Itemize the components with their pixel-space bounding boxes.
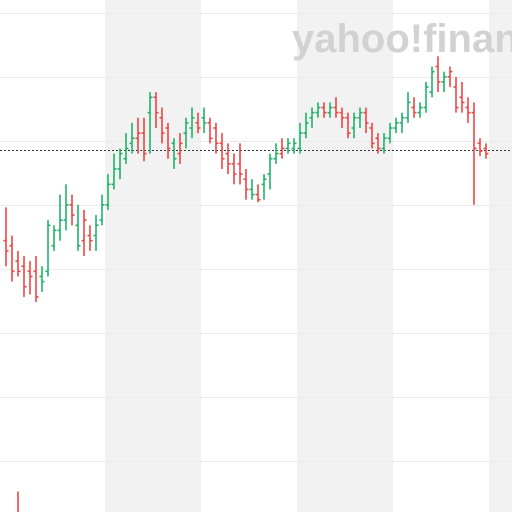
- ohlc-bar: [333, 97, 339, 118]
- ohlc-bar: [267, 153, 273, 190]
- shaded-band: [105, 0, 201, 512]
- ohlc-bar: [57, 194, 63, 241]
- ohlc-bar: [459, 81, 465, 113]
- ohlc-bar: [345, 112, 351, 139]
- ohlc-bar: [465, 97, 471, 123]
- ohlc-bar: [399, 112, 405, 134]
- ohlc-bar: [357, 107, 363, 128]
- ohlc-bar: [243, 168, 249, 200]
- ohlc-bar: [351, 112, 357, 139]
- ohlc-bar: [207, 117, 213, 144]
- shaded-bands: [105, 0, 512, 512]
- ohlc-bar: [39, 266, 45, 292]
- ohlc-bar: [147, 92, 153, 154]
- ohlc-bar: [165, 122, 171, 159]
- ohlc-bar: [213, 122, 219, 154]
- ohlc-bar: [309, 107, 315, 128]
- shaded-band: [489, 0, 512, 512]
- ohlc-bars: [3, 56, 489, 512]
- ohlc-bar: [231, 153, 237, 185]
- shaded-band: [297, 0, 393, 512]
- ohlc-bar: [291, 138, 297, 154]
- ohlc-bar: [75, 204, 81, 251]
- ohlc-bar: [381, 133, 387, 154]
- ohlc-bar: [315, 102, 321, 118]
- ohlc-bar: [159, 107, 165, 144]
- ohlc-bar: [423, 81, 429, 113]
- ohlc-bar: [225, 143, 231, 175]
- ohlc-bar: [219, 133, 225, 169]
- ohlc-bar: [111, 153, 117, 190]
- ohlc-bar: [195, 112, 201, 134]
- ohlc-bar: [261, 174, 267, 200]
- ohlc-bar: [3, 207, 9, 267]
- gridlines: [0, 13, 512, 462]
- ohlc-bar: [123, 133, 129, 164]
- ohlc-bar: [447, 66, 453, 88]
- ohlc-bar: [81, 209, 87, 256]
- ohlc-bar: [387, 122, 393, 144]
- ohlc-bar: [417, 102, 423, 118]
- ohlc-bar: [393, 117, 399, 134]
- ohlc-bar: [237, 143, 243, 185]
- ohlc-bar: [297, 122, 303, 154]
- ohlc-bar: [477, 138, 483, 157]
- ohlc-bar: [429, 66, 435, 98]
- ohlc-bar: [171, 138, 177, 169]
- ohlc-bar: [339, 107, 345, 128]
- ohlc-bar: [9, 235, 15, 282]
- ohlc-bar: [51, 225, 57, 251]
- ohlc-bar: [177, 133, 183, 164]
- ohlc-bar: [369, 122, 375, 149]
- ohlc-bar: [135, 117, 141, 154]
- ohlc-bar: [27, 261, 33, 295]
- ohlc-bar: [153, 92, 159, 128]
- ohlc-bar: [471, 102, 477, 205]
- ohlc-bar: [141, 117, 147, 162]
- ohlc-bar: [63, 184, 69, 231]
- ohlc-bar: [33, 256, 39, 303]
- ohlc-bar: [69, 194, 75, 226]
- ohlc-bar: [285, 138, 291, 154]
- ohlc-bar: [405, 92, 411, 123]
- ohlc-bar: [129, 122, 135, 154]
- ohlc-bar: [15, 250, 21, 277]
- ohlc-bar: [189, 107, 195, 139]
- ohlc-bar: [453, 76, 459, 113]
- ohlc-bar: [249, 179, 255, 200]
- ohlc-bar: [483, 143, 489, 159]
- watermark-logo: yahoo!finance: [292, 17, 512, 61]
- ohlc-bar: [303, 112, 309, 139]
- ohlc-bar: [327, 102, 333, 118]
- ohlc-bar: [255, 184, 261, 203]
- ohlc-bar: [183, 117, 189, 149]
- ohlc-bar: [279, 138, 285, 159]
- ohlc-bar: [411, 97, 417, 118]
- ohlc-bar: [321, 102, 327, 118]
- ohlc-bar: [201, 107, 207, 134]
- ohlc-bar: [363, 107, 369, 134]
- ohlc-bar: [21, 256, 27, 297]
- ohlc-bar: [375, 133, 381, 154]
- ohlc-bar: [273, 143, 279, 164]
- ohlc-bar: [99, 194, 105, 226]
- ohlc-bar: [45, 220, 51, 277]
- ohlc-bar: [87, 225, 93, 251]
- ohlc-bar: [117, 148, 123, 180]
- ohlc-bar: [435, 56, 441, 93]
- ohlc-bar: [441, 71, 447, 93]
- ohlc-bar: [105, 174, 111, 210]
- ohlc-bar: [93, 215, 99, 251]
